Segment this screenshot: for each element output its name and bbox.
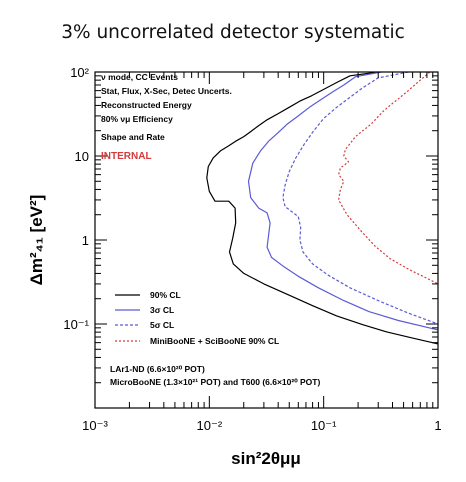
chart-curves: [206, 71, 439, 345]
y-tick-label: 10²: [70, 65, 89, 80]
legend-label: 5σ CL: [150, 320, 174, 330]
x-axis-label: sin²2θμμ: [231, 449, 301, 468]
y-axis-label: Δm²₄₁ [eV²]: [27, 195, 46, 286]
x-tick-label: 10⁻¹: [311, 418, 337, 433]
y-tick-label: 10: [75, 149, 89, 164]
x-tick-label: 10⁻³: [82, 418, 108, 433]
y-tick-label: 10⁻¹: [63, 317, 89, 332]
axis-tick-labels: 10⁻³ 10⁻² 10⁻¹ 1 10⁻¹ 1 10 10²: [63, 65, 441, 433]
x-tick-label: 1: [434, 418, 441, 433]
legend-label: 3σ CL: [150, 305, 174, 315]
footnote-line: LAr1-ND (6.6×10²⁰ POT): [110, 364, 205, 374]
slide-title: 3% uncorrelated detector systematic: [61, 22, 405, 43]
annotation-line: 80% νμ Efficiency: [101, 114, 173, 124]
annotation-line: Reconstructed Energy: [101, 100, 192, 110]
internal-label: INTERNAL: [101, 151, 152, 162]
annotation-line: ν mode, CC Events: [101, 72, 178, 82]
annotation-block: ν mode, CC Events Stat, Flux, X-Sec, Det…: [101, 72, 232, 162]
footnote-line: MicroBooNE (1.3×10²¹ POT) and T600 (6.6×…: [110, 377, 320, 387]
annotation-line: Shape and Rate: [101, 132, 165, 142]
x-tick-label: 10⁻²: [197, 418, 223, 433]
series-line-4: [338, 71, 439, 285]
y-tick-label: 1: [82, 233, 89, 248]
legend-label: 90% CL: [150, 290, 181, 300]
legend: 90% CL 3σ CL 5σ CL MiniBooNE + SciBooNE …: [115, 290, 279, 346]
series-line-2: [247, 71, 439, 331]
footnotes: LAr1-ND (6.6×10²⁰ POT) MicroBooNE (1.3×1…: [110, 364, 320, 387]
axis-ticks: [94, 72, 438, 409]
series-line-1: [206, 71, 439, 345]
annotation-line: Stat, Flux, X-Sec, Detec Uncerts.: [101, 86, 232, 96]
legend-label: MiniBooNE + SciBooNE 90% CL: [150, 336, 279, 346]
